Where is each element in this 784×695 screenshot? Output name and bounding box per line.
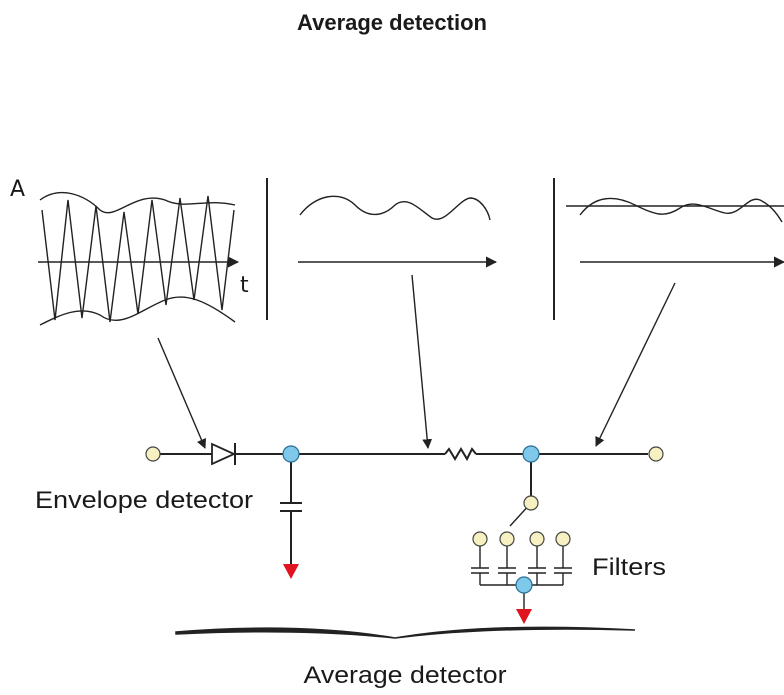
upper-envelope [39, 191, 236, 214]
time-axis-label: t [240, 273, 249, 298]
filter-ground-icon [516, 609, 532, 624]
filter-bank [471, 546, 572, 609]
capacitor-icon [280, 502, 302, 512]
average-detector-brace [175, 626, 636, 639]
envelope-detector-label: Envelope detector [35, 487, 253, 514]
diagram-title: Average detection [297, 10, 487, 35]
pointer-arrow-output [595, 282, 676, 447]
filters-label: Filters [592, 554, 666, 581]
average-detector-label: Average detector [304, 662, 507, 689]
filter-terminal-4 [555, 531, 571, 547]
detected-envelope-curve [299, 195, 491, 221]
filter-terminal-3 [529, 531, 545, 547]
diode-icon [211, 442, 237, 466]
capacitor-junction-node [282, 445, 300, 463]
average-panel [566, 197, 784, 268]
pointer-arrow-envelope [157, 337, 207, 449]
output-terminal [648, 446, 664, 462]
amplitude-axis-label: A [10, 177, 25, 202]
resistor [444, 447, 477, 462]
averaged-signal-curve [579, 197, 783, 223]
output-junction-node [522, 445, 540, 463]
lower-envelope [39, 296, 236, 326]
modulated-signal-panel: A t [10, 177, 249, 326]
input-terminal [145, 446, 161, 462]
detector-circuit [145, 442, 664, 624]
filter-switch-terminal [523, 495, 539, 511]
carrier-wave [41, 195, 235, 323]
filter-terminal-1 [472, 531, 488, 547]
filter-junction-node [515, 576, 533, 594]
envelope-panel [298, 195, 498, 268]
pointer-arrow-resistor [411, 274, 433, 449]
filter-terminal-2 [499, 531, 515, 547]
ground-icon [283, 564, 299, 579]
